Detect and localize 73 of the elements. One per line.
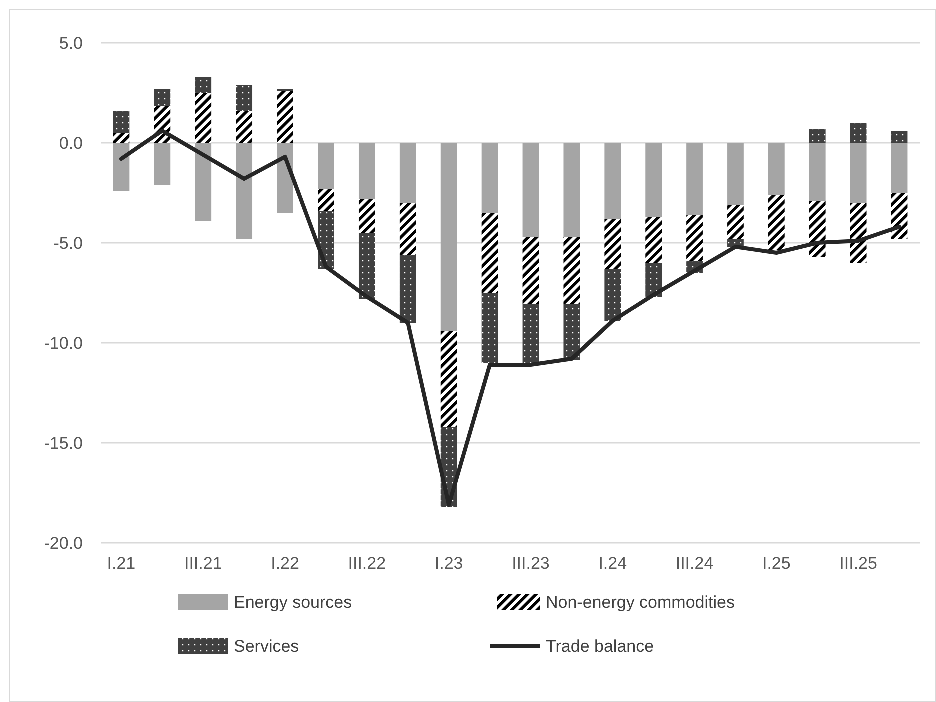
legend-label: Trade balance bbox=[546, 636, 654, 656]
x-tick-label: III.21 bbox=[184, 554, 222, 573]
bar bbox=[809, 129, 826, 143]
bar bbox=[482, 213, 498, 293]
bar bbox=[482, 143, 498, 213]
bar bbox=[236, 143, 253, 239]
y-tick-label: -20.0 bbox=[44, 534, 83, 553]
bar bbox=[564, 304, 580, 360]
x-tick-label: I.24 bbox=[598, 554, 628, 573]
bar bbox=[195, 143, 212, 221]
bar bbox=[440, 143, 458, 331]
bar bbox=[891, 143, 908, 193]
bar bbox=[809, 143, 826, 201]
bar bbox=[728, 205, 744, 239]
x-tick-label: III.22 bbox=[348, 554, 386, 573]
x-tick-label: III.25 bbox=[840, 554, 878, 573]
bar bbox=[318, 143, 334, 189]
x-tick-label: I.22 bbox=[271, 554, 300, 573]
bar bbox=[686, 215, 703, 261]
bar bbox=[809, 201, 826, 257]
bar bbox=[686, 143, 703, 215]
x-tick-label: I.21 bbox=[107, 554, 136, 573]
bar bbox=[154, 143, 171, 185]
bar bbox=[850, 143, 867, 203]
bar bbox=[646, 263, 662, 297]
y-tick-label: -5.0 bbox=[54, 234, 83, 253]
x-tick-label: III.24 bbox=[676, 554, 714, 573]
bar bbox=[318, 189, 334, 211]
bar bbox=[358, 143, 376, 199]
bar bbox=[564, 143, 580, 237]
bar bbox=[522, 304, 540, 363]
bar bbox=[850, 123, 867, 143]
bar bbox=[358, 233, 376, 299]
bar bbox=[850, 203, 867, 263]
y-tick-label: 0.0 bbox=[59, 134, 83, 153]
bar bbox=[277, 91, 294, 143]
line-series bbox=[119, 129, 902, 507]
x-tick-label: I.23 bbox=[434, 554, 464, 573]
y-tick-label: -15.0 bbox=[44, 434, 83, 453]
bar bbox=[113, 111, 130, 133]
bar bbox=[564, 237, 580, 304]
legend-label: Non-energy commodities bbox=[546, 592, 735, 612]
bar bbox=[400, 143, 416, 203]
bar bbox=[113, 133, 130, 143]
bar bbox=[891, 131, 908, 143]
bar bbox=[891, 193, 908, 239]
y-tick-label: 5.0 bbox=[59, 34, 83, 53]
y-tick-label: -10.0 bbox=[44, 334, 83, 353]
bar bbox=[604, 143, 622, 219]
bar bbox=[195, 77, 212, 93]
bar bbox=[236, 111, 253, 143]
bar bbox=[604, 269, 622, 321]
bar bbox=[604, 219, 622, 269]
bar bbox=[358, 199, 376, 233]
bar bbox=[154, 89, 171, 106]
legend-label: Services bbox=[234, 636, 300, 656]
bar bbox=[113, 143, 130, 191]
bar bbox=[400, 203, 416, 255]
legend-label: Energy sources bbox=[234, 592, 352, 612]
bar bbox=[768, 195, 785, 250]
bar bbox=[400, 255, 416, 323]
bar bbox=[646, 217, 662, 263]
bar bbox=[236, 85, 253, 111]
bar bbox=[728, 143, 744, 205]
bar bbox=[768, 143, 785, 195]
bar bbox=[522, 237, 540, 304]
bar bbox=[482, 293, 498, 363]
bar bbox=[440, 331, 458, 427]
x-tick-label: III.23 bbox=[512, 554, 550, 573]
x-tick-label: I.25 bbox=[762, 554, 791, 573]
bar bbox=[522, 143, 540, 237]
bar bbox=[646, 143, 662, 217]
bar bbox=[195, 93, 212, 143]
